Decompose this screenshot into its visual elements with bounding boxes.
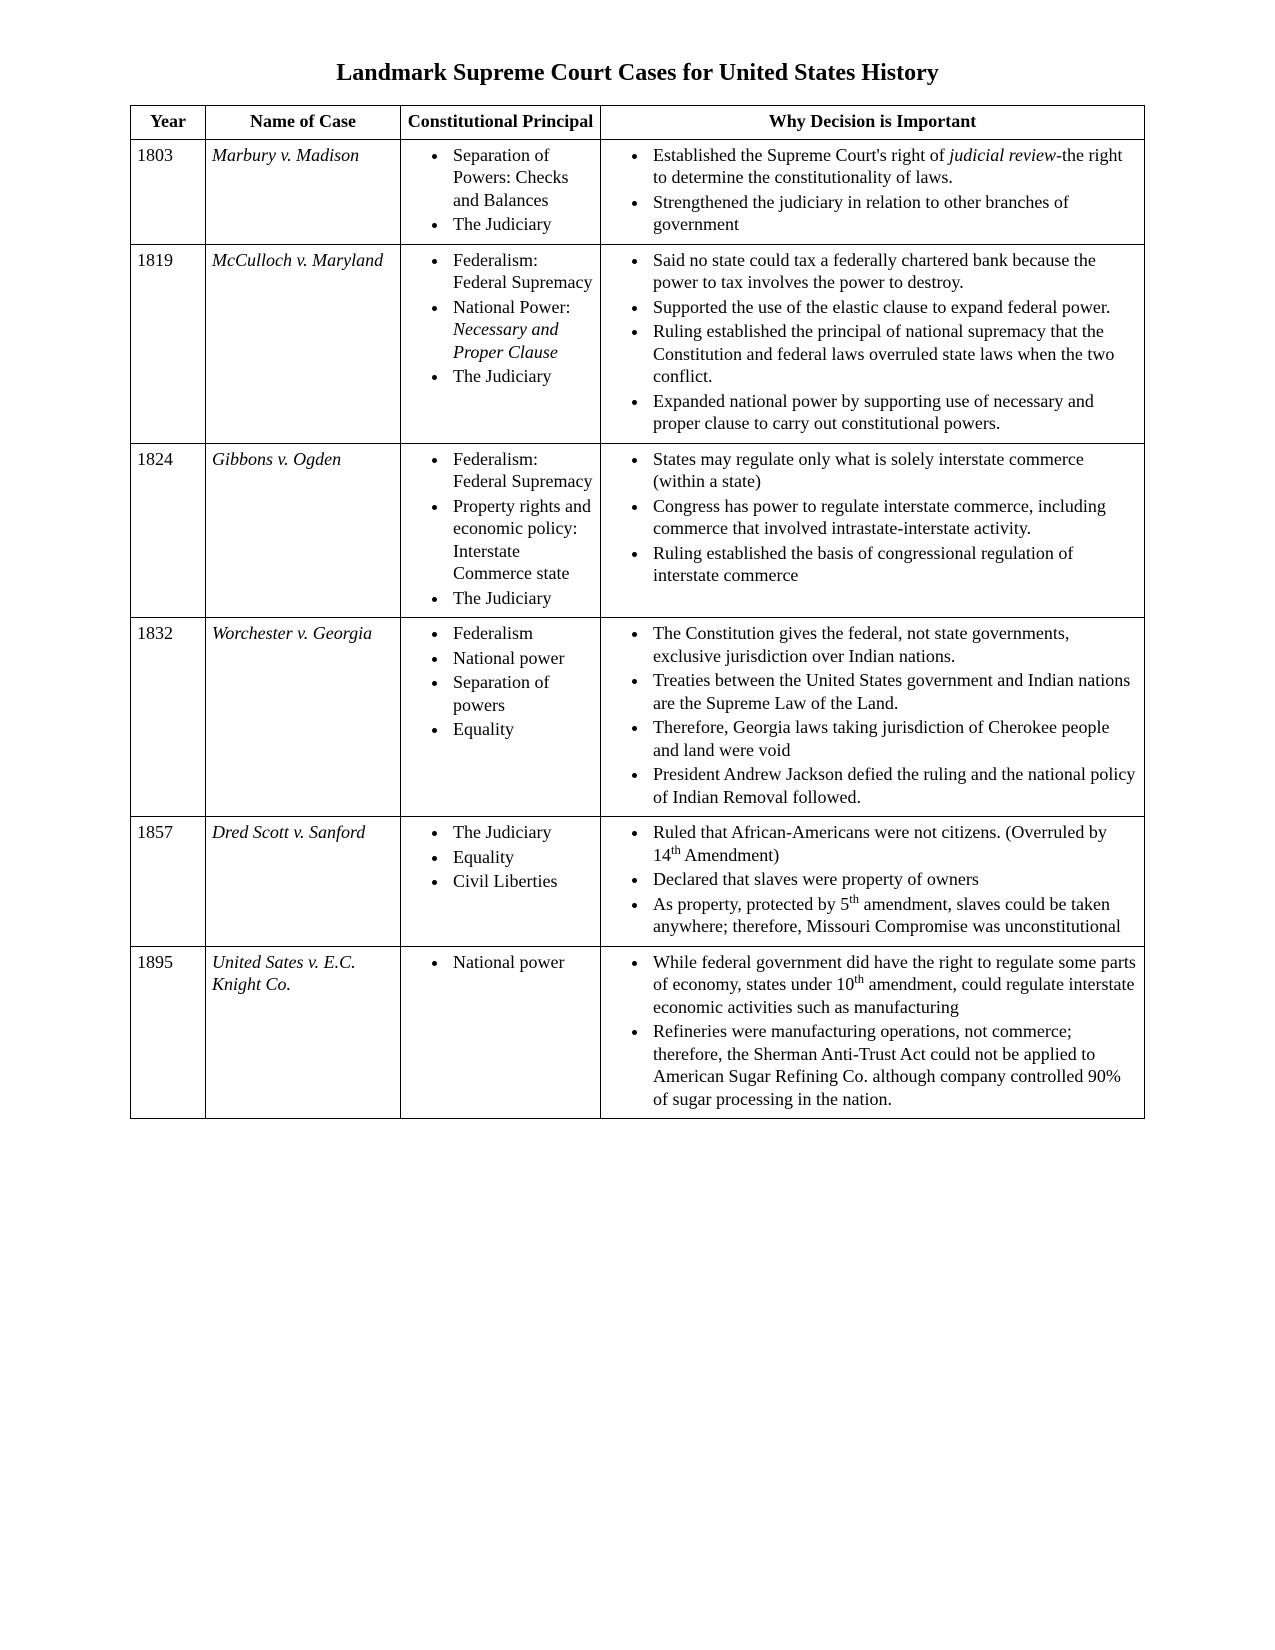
principal-list: Separation of Powers: Checks and Balance…: [407, 144, 594, 236]
list-item: Supported the use of the elastic clause …: [649, 296, 1138, 319]
principal-list: National power: [407, 951, 594, 974]
list-item: Refineries were manufacturing operations…: [649, 1020, 1138, 1110]
table-row: 1857Dred Scott v. SanfordThe JudiciaryEq…: [131, 817, 1145, 947]
list-item: The Judiciary: [449, 365, 594, 388]
list-item: Therefore, Georgia laws taking jurisdict…: [649, 716, 1138, 761]
list-item: The Constitution gives the federal, not …: [649, 622, 1138, 667]
table-row: 1819McCulloch v. MarylandFederalism: Fed…: [131, 244, 1145, 443]
list-item: The Judiciary: [449, 821, 594, 844]
list-item: National power: [449, 951, 594, 974]
list-item: Federalism: Federal Supremacy: [449, 249, 594, 294]
list-item: As property, protected by 5th amendment,…: [649, 893, 1138, 938]
list-item: Property rights and economic policy: Int…: [449, 495, 594, 585]
list-item: Equality: [449, 846, 594, 869]
list-item: Congress has power to regulate interstat…: [649, 495, 1138, 540]
cell-principal: National power: [401, 946, 601, 1119]
list-item: National Power: Necessary and Proper Cla…: [449, 296, 594, 364]
cell-year: 1857: [131, 817, 206, 947]
cell-principal: FederalismNational powerSeparation of po…: [401, 618, 601, 817]
cell-why: The Constitution gives the federal, not …: [601, 618, 1145, 817]
cell-year: 1832: [131, 618, 206, 817]
list-item: The Judiciary: [449, 587, 594, 610]
list-item: Separation of Powers: Checks and Balance…: [449, 144, 594, 212]
table-header: Year Name of Case Constitutional Princip…: [131, 106, 1145, 140]
list-item: Civil Liberties: [449, 870, 594, 893]
why-list: While federal government did have the ri…: [607, 951, 1138, 1111]
list-item: Declared that slaves were property of ow…: [649, 868, 1138, 891]
col-header-year: Year: [131, 106, 206, 140]
list-item: Ruling established the principal of nati…: [649, 320, 1138, 388]
list-item: While federal government did have the ri…: [649, 951, 1138, 1019]
list-item: President Andrew Jackson defied the ruli…: [649, 763, 1138, 808]
cell-case-name: United Sates v. E.C. Knight Co.: [206, 946, 401, 1119]
cell-year: 1824: [131, 443, 206, 618]
principal-list: FederalismNational powerSeparation of po…: [407, 622, 594, 741]
why-list: States may regulate only what is solely …: [607, 448, 1138, 587]
list-item: Ruled that African-Americans were not ci…: [649, 821, 1138, 866]
table-body: 1803Marbury v. Madison Separation of Powe…: [131, 139, 1145, 1119]
cell-case-name: Marbury v. Madison: [206, 139, 401, 244]
list-item: Ruling established the basis of congress…: [649, 542, 1138, 587]
col-header-principal: Constitutional Principal: [401, 106, 601, 140]
cell-year: 1895: [131, 946, 206, 1119]
cell-year: 1819: [131, 244, 206, 443]
list-item: Federalism: [449, 622, 594, 645]
page: Landmark Supreme Court Cases for United …: [0, 0, 1275, 1219]
list-item: Treaties between the United States gover…: [649, 669, 1138, 714]
why-list: Established the Supreme Court's right of…: [607, 144, 1138, 236]
cell-principal: Federalism: Federal SupremacyProperty ri…: [401, 443, 601, 618]
cell-principal: The JudiciaryEqualityCivil Liberties: [401, 817, 601, 947]
list-item: Separation of powers: [449, 671, 594, 716]
principal-list: Federalism: Federal SupremacyNational Po…: [407, 249, 594, 388]
cell-principal: Federalism: Federal SupremacyNational Po…: [401, 244, 601, 443]
cases-table: Year Name of Case Constitutional Princip…: [130, 105, 1145, 1119]
col-header-name: Name of Case: [206, 106, 401, 140]
cell-why: Established the Supreme Court's right of…: [601, 139, 1145, 244]
cell-year: 1803: [131, 139, 206, 244]
why-list: Ruled that African-Americans were not ci…: [607, 821, 1138, 938]
list-item: Established the Supreme Court's right of…: [649, 144, 1138, 189]
list-item: Equality: [449, 718, 594, 741]
why-list: The Constitution gives the federal, not …: [607, 622, 1138, 808]
list-item: Expanded national power by supporting us…: [649, 390, 1138, 435]
page-title: Landmark Supreme Court Cases for United …: [130, 60, 1145, 87]
cell-case-name: Worchester v. Georgia: [206, 618, 401, 817]
table-row: 1803Marbury v. Madison Separation of Powe…: [131, 139, 1145, 244]
cell-why: Said no state could tax a federally char…: [601, 244, 1145, 443]
cell-principal: Separation of Powers: Checks and Balance…: [401, 139, 601, 244]
cell-why: While federal government did have the ri…: [601, 946, 1145, 1119]
why-list: Said no state could tax a federally char…: [607, 249, 1138, 435]
table-row: 1824Gibbons v. OgdenFederalism: Federal …: [131, 443, 1145, 618]
cell-case-name: Dred Scott v. Sanford: [206, 817, 401, 947]
list-item: The Judiciary: [449, 213, 594, 236]
table-row: 1895United Sates v. E.C. Knight Co. Natio…: [131, 946, 1145, 1119]
list-item: States may regulate only what is solely …: [649, 448, 1138, 493]
list-item: National power: [449, 647, 594, 670]
list-item: Federalism: Federal Supremacy: [449, 448, 594, 493]
cell-case-name: Gibbons v. Ogden: [206, 443, 401, 618]
cell-case-name: McCulloch v. Maryland: [206, 244, 401, 443]
cell-why: States may regulate only what is solely …: [601, 443, 1145, 618]
col-header-why: Why Decision is Important: [601, 106, 1145, 140]
list-item: Strengthened the judiciary in relation t…: [649, 191, 1138, 236]
list-item: Said no state could tax a federally char…: [649, 249, 1138, 294]
principal-list: Federalism: Federal SupremacyProperty ri…: [407, 448, 594, 610]
cell-why: Ruled that African-Americans were not ci…: [601, 817, 1145, 947]
principal-list: The JudiciaryEqualityCivil Liberties: [407, 821, 594, 893]
table-row: 1832Worchester v. GeorgiaFederalismNatio…: [131, 618, 1145, 817]
